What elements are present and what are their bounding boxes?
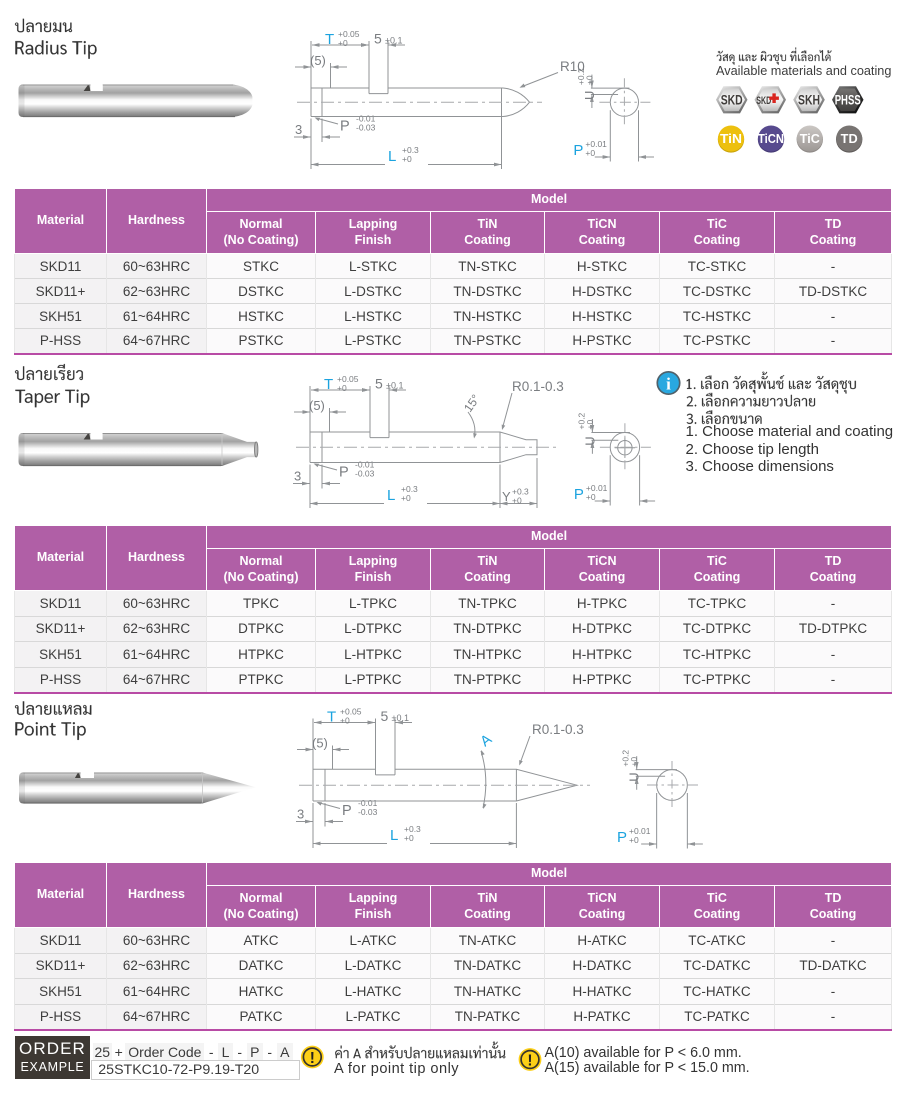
svg-text:+0: +0: [340, 716, 350, 726]
svg-text:SKH: SKH: [798, 93, 820, 108]
svg-text:-0.03: -0.03: [358, 807, 378, 817]
svg-text:+0.01: +0.01: [629, 826, 651, 836]
svg-text:+0.3: +0.3: [401, 484, 418, 494]
svg-text:P: P: [573, 142, 583, 159]
svg-text:!: !: [527, 1053, 532, 1070]
svg-text:+0: +0: [338, 38, 348, 48]
svg-text:U: U: [627, 772, 642, 781]
svg-text:R0.1-0.3: R0.1-0.3: [512, 379, 564, 394]
svg-text:P: P: [574, 486, 584, 503]
svg-text:+0.2: +0.2: [576, 412, 586, 429]
svg-text:TiN: TiN: [720, 132, 742, 146]
svg-text:PHSS: PHSS: [835, 93, 861, 108]
svg-text:TiC: TiC: [800, 132, 820, 146]
svg-text:i: i: [666, 375, 671, 394]
svg-text:T: T: [327, 709, 336, 726]
svg-text:-0.01: -0.01: [355, 460, 375, 470]
svg-text:5: 5: [374, 31, 382, 47]
svg-text:+0.05: +0.05: [338, 29, 360, 39]
svg-text:5: 5: [375, 376, 383, 392]
svg-text:+0.01: +0.01: [586, 483, 608, 493]
svg-text:+0.05: +0.05: [340, 707, 362, 717]
svg-text:U: U: [582, 436, 597, 445]
svg-text:+0.3: +0.3: [404, 824, 421, 834]
svg-text:3: 3: [295, 122, 302, 137]
svg-text:+0: +0: [585, 420, 595, 430]
svg-text:3: 3: [294, 469, 301, 484]
svg-text:R10: R10: [560, 59, 585, 74]
svg-text:5: 5: [381, 708, 389, 724]
svg-text:+0.05: +0.05: [337, 374, 359, 384]
svg-text:-0.03: -0.03: [355, 469, 375, 479]
svg-text:+0.2: +0.2: [621, 750, 631, 767]
svg-text:L: L: [390, 827, 398, 844]
svg-text:+0: +0: [585, 148, 595, 158]
svg-text:(5): (5): [312, 736, 328, 751]
svg-text:+0: +0: [401, 493, 411, 503]
svg-text:+0.3: +0.3: [402, 145, 419, 155]
svg-text:P: P: [617, 829, 627, 846]
svg-text:±0.1: ±0.1: [386, 381, 403, 391]
svg-text:P: P: [339, 465, 349, 481]
svg-text:L: L: [388, 148, 396, 165]
svg-text:SKD: SKD: [756, 95, 771, 107]
svg-text:+0: +0: [629, 757, 639, 767]
svg-text:T: T: [324, 376, 333, 393]
svg-text:P: P: [342, 803, 352, 819]
svg-text:U: U: [582, 91, 597, 100]
svg-text:15°: 15°: [461, 392, 483, 415]
svg-text:3: 3: [297, 807, 304, 822]
svg-text:!: !: [310, 1050, 315, 1067]
svg-text:TiCN: TiCN: [758, 132, 784, 146]
svg-text:T: T: [325, 31, 334, 48]
svg-text:-0.03: -0.03: [356, 123, 376, 133]
svg-text:+0: +0: [586, 492, 596, 502]
svg-text:+0.2: +0.2: [576, 68, 586, 85]
svg-text:+0.3: +0.3: [512, 487, 529, 497]
svg-text:P: P: [340, 119, 350, 135]
svg-text:-0.01: -0.01: [356, 114, 376, 124]
svg-text:R0.1-0.3: R0.1-0.3: [532, 722, 584, 737]
svg-text:+0: +0: [512, 496, 522, 506]
svg-text:SKD: SKD: [721, 93, 743, 108]
svg-text:+0.01: +0.01: [585, 139, 607, 149]
svg-text:+0: +0: [337, 383, 347, 393]
svg-text:±0.1: ±0.1: [385, 36, 402, 46]
svg-text:Y: Y: [502, 489, 511, 504]
svg-text:±0.1: ±0.1: [392, 713, 409, 723]
svg-text:+0: +0: [404, 833, 414, 843]
svg-text:+0: +0: [629, 835, 639, 845]
svg-text:+0: +0: [584, 75, 594, 85]
svg-text:L: L: [387, 487, 395, 504]
svg-text:TD: TD: [841, 132, 858, 146]
svg-text:A: A: [478, 731, 496, 750]
svg-text:-0.01: -0.01: [358, 798, 378, 808]
svg-text:(5): (5): [310, 53, 326, 68]
svg-text:(5): (5): [309, 398, 325, 413]
svg-text:+0: +0: [402, 154, 412, 164]
